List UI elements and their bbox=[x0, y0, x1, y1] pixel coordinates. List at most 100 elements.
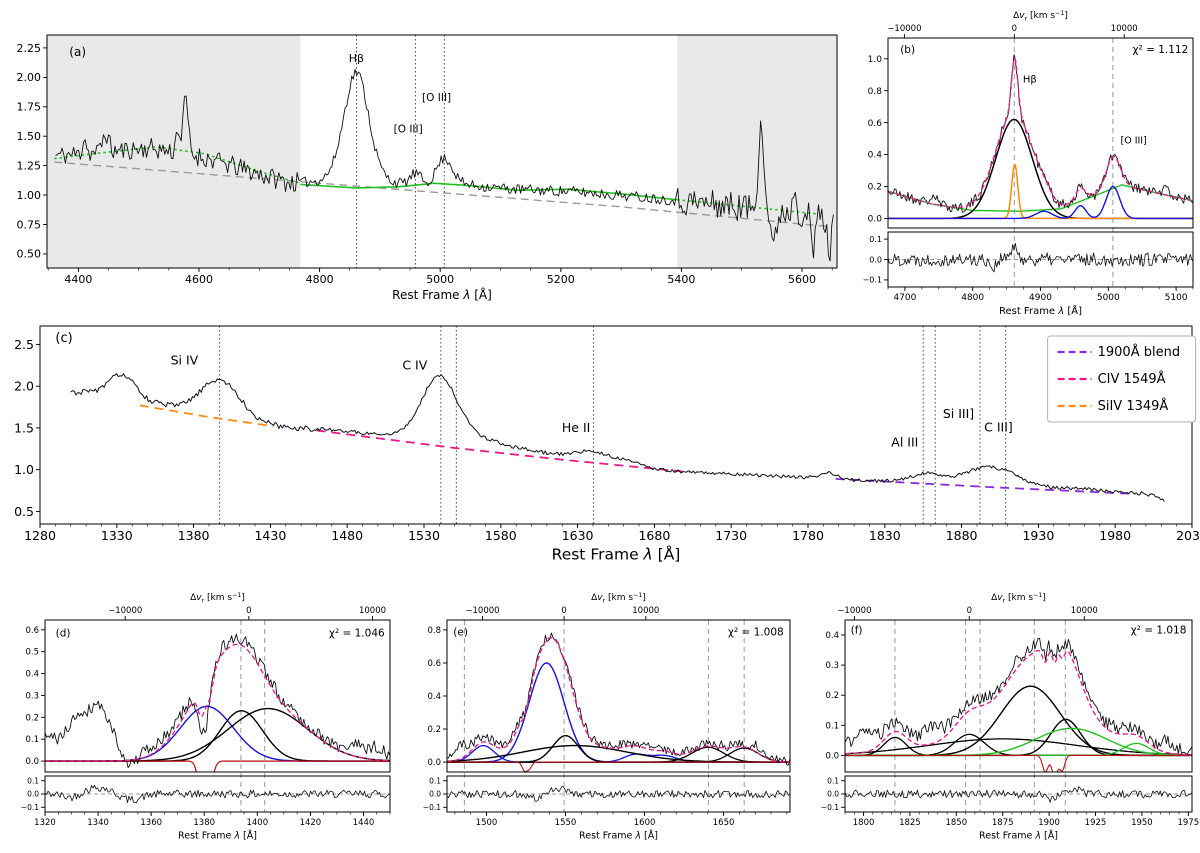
y-tick-label: 0.6 bbox=[868, 119, 883, 129]
annotation: C IV bbox=[402, 357, 427, 372]
velocity-tick-label: −10000 bbox=[465, 606, 499, 616]
panel-f: 1800 1825 1850 1875 1900 1925 1950 1975 Rest Fra… bbox=[821, 592, 1199, 841]
annotation: [O III] bbox=[422, 92, 451, 104]
x-tick-label: 1480 bbox=[331, 528, 363, 543]
annotation: χ² = 1.112 bbox=[1132, 44, 1188, 56]
annotation: Si IV bbox=[171, 352, 199, 367]
plot-border bbox=[887, 37, 1194, 229]
plot-border bbox=[46, 34, 838, 269]
annotation: χ² = 1.046 bbox=[329, 627, 385, 639]
velocity-tick-label: 10000 bbox=[359, 606, 386, 616]
x-tick-label: 4800 bbox=[306, 273, 334, 286]
residual-y-tick-label: −0.1 bbox=[821, 803, 839, 812]
y-tick-label: 0.0 bbox=[825, 751, 839, 761]
velocity-tick-label: 10000 bbox=[1071, 606, 1098, 616]
residual-y-tick-label: 0.0 bbox=[827, 790, 839, 799]
residual-line bbox=[888, 242, 1193, 273]
x-tick-label: 1875 bbox=[992, 818, 1014, 828]
x-tick-label: 1340 bbox=[87, 818, 109, 828]
x-tick-label: 1900 bbox=[1038, 818, 1060, 828]
y-tick-label: 0.3 bbox=[25, 691, 39, 701]
y-tick-label: 2.25 bbox=[17, 42, 42, 55]
y-tick-label: 0.3 bbox=[825, 661, 839, 671]
x-tick-label: 1600 bbox=[634, 818, 656, 828]
fe-template-line-right bbox=[676, 198, 818, 215]
curve-layer bbox=[45, 633, 390, 772]
y-tick-label: 0.6 bbox=[427, 659, 441, 669]
legend-label: SiIV 1349Å bbox=[1098, 398, 1169, 414]
continuum-fe-line bbox=[888, 184, 1193, 212]
y-tick-label: 0.2 bbox=[25, 713, 39, 723]
x-tick-label: 1950 bbox=[1131, 818, 1153, 828]
annotation: He II bbox=[562, 420, 590, 435]
x-tick-label: 1380 bbox=[193, 818, 215, 828]
spectrum-line bbox=[70, 373, 1165, 502]
y-tick-label: 0.2 bbox=[427, 725, 441, 735]
residual-y-tick-label: 0.1 bbox=[429, 776, 441, 785]
y-tick-label: 2.5 bbox=[14, 337, 34, 352]
curve-layer bbox=[54, 68, 834, 262]
residual-y-tick-label: 0.1 bbox=[869, 235, 882, 244]
spectrum-line bbox=[45, 633, 390, 769]
x-tick-label: 1280 bbox=[24, 528, 56, 543]
oiii-components-line bbox=[888, 185, 1193, 220]
x-tick-label: 4700 bbox=[893, 293, 916, 303]
absorption-component-line bbox=[447, 761, 790, 772]
x-tick-label: 1580 bbox=[485, 528, 517, 543]
residual-y-tick-label: 0.1 bbox=[827, 776, 839, 785]
residual-layer bbox=[888, 242, 1193, 273]
panel-b: 4700 4800 4900 5000 5100 Rest Frame λ [Å] 0.0 0… bbox=[863, 10, 1194, 317]
x-tick-label: 5100 bbox=[1165, 293, 1188, 303]
fe-template-line-left bbox=[54, 146, 301, 185]
curve-layer bbox=[888, 54, 1193, 220]
y-tick-label: 2.00 bbox=[17, 71, 42, 84]
y-tick-label: 1.75 bbox=[17, 101, 42, 114]
annotation: χ² = 1.008 bbox=[728, 627, 784, 639]
x-tick-label: 1975 bbox=[1177, 818, 1199, 828]
residual-line bbox=[45, 784, 390, 804]
y-tick-label: 0.5 bbox=[14, 504, 34, 519]
x-tick-label: 2030 bbox=[1176, 528, 1200, 543]
annotation: (b) bbox=[900, 44, 915, 56]
velocity-axis-label: Δvr [km s−1] bbox=[1013, 10, 1068, 22]
x-tick-label: 1550 bbox=[555, 818, 577, 828]
y-tick-label: 0.50 bbox=[17, 248, 42, 261]
y-tick-label: 0.2 bbox=[825, 691, 839, 701]
residual-y-tick-label: 0.0 bbox=[27, 790, 39, 799]
y-tick-label: 0.6 bbox=[25, 626, 39, 636]
x-tick-label: 5000 bbox=[426, 273, 454, 286]
annotation: (e) bbox=[453, 627, 468, 639]
x-tick-label: 1930 bbox=[1022, 528, 1054, 543]
absorption-component-line bbox=[845, 754, 1192, 772]
annotation: (c) bbox=[55, 331, 72, 346]
residual-y-tick-label: −0.1 bbox=[863, 276, 882, 285]
x-tick-label: 1320 bbox=[34, 818, 56, 828]
x-tick-label: 1680 bbox=[638, 528, 670, 543]
panel-c: 1280 1330 1380 1430 1480 1530 1580 1630 1680 1730… bbox=[14, 325, 1200, 564]
annotation: χ² = 1.018 bbox=[1131, 625, 1187, 637]
x-tick-label: 1650 bbox=[713, 818, 735, 828]
blend1900-continuum-line bbox=[835, 478, 1136, 495]
annotation: Hβ bbox=[349, 52, 364, 65]
x-tick-label: 5200 bbox=[547, 273, 575, 286]
x-tick-label: 5400 bbox=[667, 273, 695, 286]
civ-continuum-line bbox=[316, 429, 690, 474]
total-fit-line bbox=[888, 57, 1193, 208]
residual-line bbox=[447, 786, 790, 802]
y-tick-label: 1.25 bbox=[17, 160, 42, 173]
residual-y-tick-label: −0.1 bbox=[21, 803, 39, 812]
residual-y-tick-label: −0.1 bbox=[423, 803, 441, 812]
y-tick-label: 0.5 bbox=[25, 648, 39, 658]
velocity-tick-label: 0 bbox=[246, 606, 251, 616]
x-tick-label: 1925 bbox=[1085, 818, 1107, 828]
y-tick-label: 0.75 bbox=[17, 218, 42, 231]
x-tick-label: 1360 bbox=[140, 818, 162, 828]
curve-layer bbox=[70, 373, 1165, 502]
y-tick-label: 1.0 bbox=[14, 462, 34, 477]
x-tick-label: 1430 bbox=[254, 528, 286, 543]
x-tick-label: 1850 bbox=[945, 818, 967, 828]
residual-y-tick-label: 0.0 bbox=[429, 790, 441, 799]
velocity-tick-label: −10000 bbox=[887, 24, 921, 34]
x-tick-label: 4800 bbox=[961, 293, 984, 303]
